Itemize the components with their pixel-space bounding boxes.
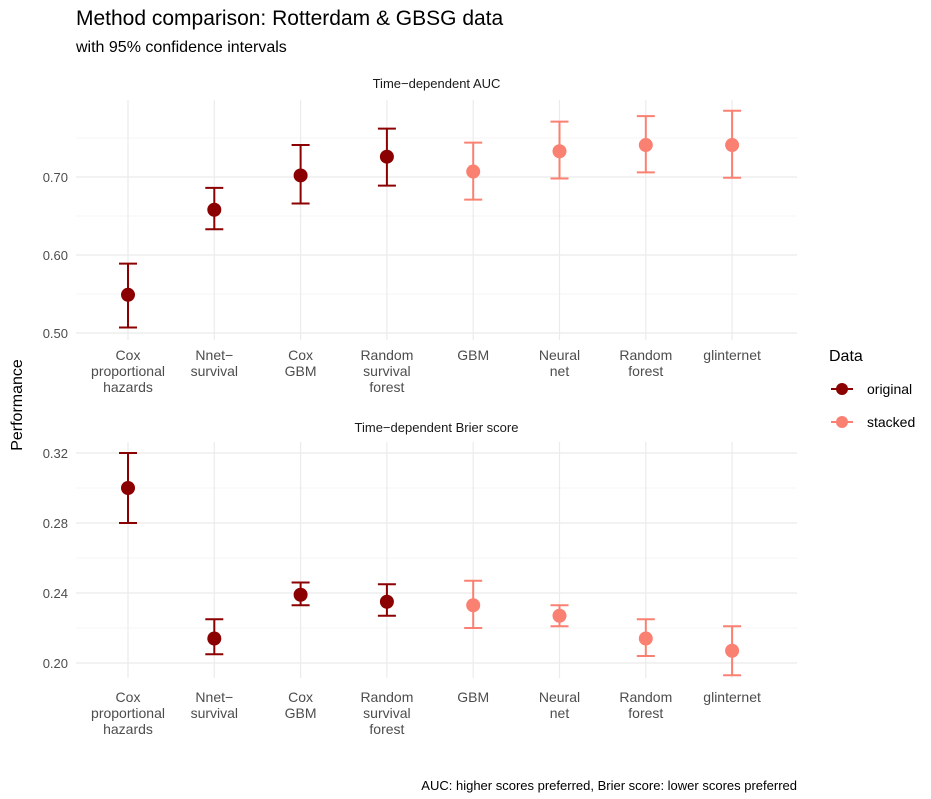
y-axis-title: Performance	[9, 359, 26, 451]
data-point	[725, 138, 740, 153]
chart-title: Method comparison: Rotterdam & GBSG data	[76, 7, 504, 30]
data-point	[293, 168, 308, 183]
data-point	[466, 164, 481, 179]
y-tick-label: 0.32	[43, 446, 68, 461]
x-category-label: Nnet− survival	[191, 347, 238, 379]
y-tick-label: 0.24	[43, 586, 68, 601]
panel-title: Time−dependent Brier score	[355, 420, 519, 435]
x-category-label: Random forest	[619, 689, 672, 721]
legend-label-stacked: stacked	[867, 414, 915, 430]
x-category-label: GBM	[457, 347, 489, 363]
legend: Data original stacked	[829, 348, 915, 430]
chart-subtitle: with 95% confidence intervals	[75, 39, 287, 56]
x-category-label: Random survival forest	[360, 347, 413, 395]
legend-item-stacked: stacked	[831, 414, 915, 430]
data-point	[121, 287, 135, 302]
legend-title: Data	[829, 348, 863, 365]
data-point	[207, 202, 222, 217]
x-category-label: glinternet	[703, 347, 761, 363]
panel-brier: Time−dependent Brier score 0.20 0.24 0.28 0.…	[43, 420, 797, 737]
data-point	[121, 481, 135, 495]
y-tick-label: 0.28	[43, 516, 68, 531]
x-category-label: Random survival forest	[360, 689, 413, 737]
x-category-label: Cox GBM	[285, 689, 317, 721]
panel-title: Time−dependent AUC	[373, 76, 501, 91]
data-point	[552, 144, 567, 159]
data-point	[379, 594, 394, 609]
legend-marker-stacked	[836, 416, 848, 428]
x-category-label: Neural net	[539, 689, 580, 721]
x-category-label: GBM	[457, 689, 489, 705]
legend-label-original: original	[867, 381, 912, 397]
data-point	[638, 631, 653, 646]
data-point	[207, 631, 222, 646]
legend-item-original: original	[831, 381, 912, 397]
x-category-label: Random forest	[619, 347, 672, 379]
x-category-label: Cox proportional hazards	[91, 347, 165, 395]
y-tick-label: 0.20	[43, 656, 68, 671]
panel-auc: Time−dependent AUC 0.50 0.60 0.70 Cox proport…	[43, 76, 797, 395]
y-tick-label: 0.60	[43, 248, 68, 263]
x-category-label: Cox proportional hazards	[91, 689, 165, 737]
data-point	[552, 608, 567, 623]
y-tick-label: 0.70	[43, 170, 68, 185]
data-point	[293, 587, 308, 602]
x-category-label: Neural net	[539, 347, 580, 379]
x-category-label: Nnet− survival	[191, 689, 238, 721]
data-point	[379, 149, 394, 164]
data-point	[725, 643, 740, 658]
legend-marker-original	[836, 383, 848, 395]
data-point	[466, 598, 481, 613]
y-tick-label: 0.50	[43, 326, 68, 341]
x-category-label: Cox GBM	[285, 347, 317, 379]
x-category-label: glinternet	[703, 689, 761, 705]
data-point	[638, 138, 653, 153]
chart-caption: AUC: higher scores preferred, Brier scor…	[421, 778, 797, 793]
